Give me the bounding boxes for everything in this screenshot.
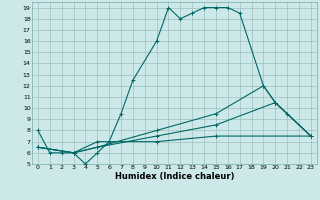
X-axis label: Humidex (Indice chaleur): Humidex (Indice chaleur) — [115, 172, 234, 181]
